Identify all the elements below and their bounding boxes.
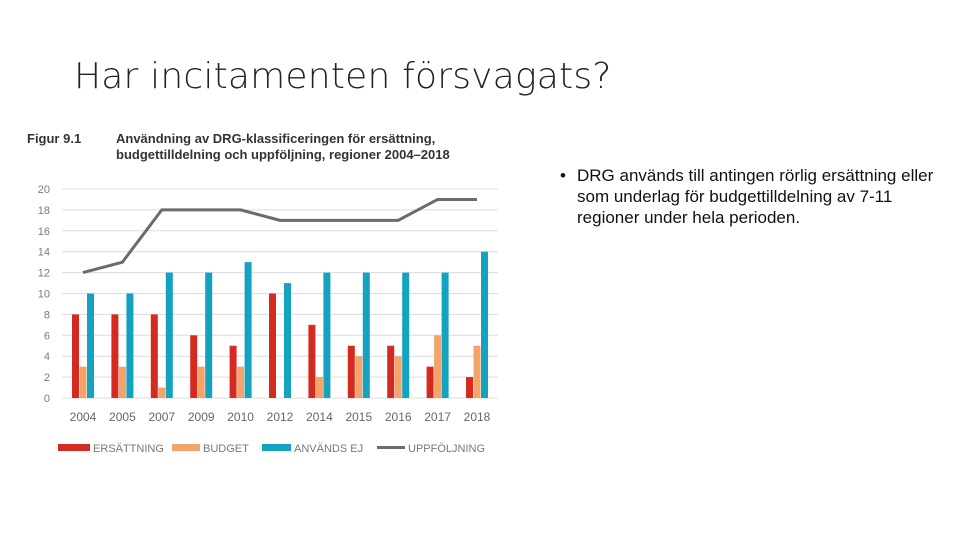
bar-används-ej	[87, 293, 94, 398]
bar-budget	[473, 345, 481, 398]
x-tick-label: 2014	[306, 410, 333, 424]
legend-swatch	[58, 444, 90, 451]
bar-används-ej	[205, 272, 213, 398]
y-tick-label: 0	[44, 393, 50, 405]
figure-title-line-1: Användning av DRG-klassificeringen för e…	[116, 131, 436, 146]
y-tick-label: 4	[44, 351, 50, 363]
y-tick-label: 12	[38, 268, 50, 280]
y-tick-label: 10	[38, 289, 50, 301]
bar-ersättning	[111, 314, 119, 398]
bar-ersättning	[347, 345, 355, 398]
bar-budget	[434, 335, 442, 398]
bar-används-ej	[244, 262, 252, 398]
y-tick-label: 8	[44, 309, 50, 321]
legend-swatch	[172, 444, 200, 451]
bar-ersättning	[269, 293, 276, 398]
bar-ersättning	[466, 377, 473, 398]
bar-budget	[158, 387, 166, 398]
bar-budget	[197, 366, 205, 398]
x-tick-label: 2015	[345, 410, 372, 424]
bar-ersättning	[229, 345, 237, 398]
slide-title: Har incitamenten försvagats?	[74, 56, 612, 97]
x-tick-label: 2016	[385, 410, 412, 424]
bullet-point: • DRG används till antingen rörlig ersät…	[560, 165, 940, 228]
bar-används-ej	[481, 251, 488, 398]
bar-används-ej	[441, 272, 449, 398]
bar-budget	[118, 366, 126, 398]
bar-används-ej	[323, 272, 331, 398]
bar-ersättning	[387, 345, 395, 398]
bar-ersättning	[190, 335, 198, 398]
bar-ersättning	[72, 314, 79, 398]
y-tick-label: 20	[38, 184, 50, 196]
figure-title: Användning av DRG-klassificeringen för e…	[116, 131, 450, 163]
x-tick-label: 2004	[70, 410, 97, 424]
y-tick-label: 18	[38, 205, 50, 217]
bar-används-ej	[402, 272, 410, 398]
bar-ersättning	[426, 366, 434, 398]
x-tick-label: 2007	[148, 410, 175, 424]
bar-används-ej	[126, 293, 134, 398]
legend-label: ERSÄTTNING	[93, 443, 164, 455]
y-tick-label: 16	[38, 226, 50, 238]
bullet-dot: •	[560, 166, 566, 185]
bar-används-ej	[362, 272, 370, 398]
bar-budget	[237, 366, 245, 398]
y-tick-label: 14	[38, 247, 50, 259]
legend-label: UPPFÖLJNING	[408, 443, 485, 455]
legend-label: ANVÄNDS EJ	[294, 443, 363, 455]
bar-budget	[394, 356, 402, 398]
legend-swatch	[262, 444, 291, 451]
bar-budget	[355, 356, 363, 398]
x-tick-label: 2009	[188, 410, 215, 424]
bar-ersättning	[150, 314, 158, 398]
figure-title-line-2: budgettilldelning och uppföljning, regio…	[116, 147, 450, 162]
y-tick-label: 6	[44, 330, 50, 342]
bar-ersättning	[308, 324, 316, 398]
x-tick-label: 2018	[464, 410, 491, 424]
x-tick-label: 2010	[227, 410, 254, 424]
bullet-text: DRG används till antingen rörlig ersättn…	[577, 166, 934, 227]
bar-budget	[315, 377, 323, 398]
bar-används-ej	[284, 283, 291, 398]
figure-label: Figur 9.1	[27, 131, 82, 146]
x-tick-label: 2017	[424, 410, 451, 424]
line-series-uppfoljning	[82, 197, 477, 275]
legend-label: BUDGET	[203, 443, 249, 455]
y-tick-label: 2	[44, 372, 50, 384]
bar-budget	[79, 366, 87, 398]
bar-används-ej	[165, 272, 173, 398]
x-tick-label: 2012	[267, 410, 294, 424]
x-tick-label: 2005	[109, 410, 136, 424]
